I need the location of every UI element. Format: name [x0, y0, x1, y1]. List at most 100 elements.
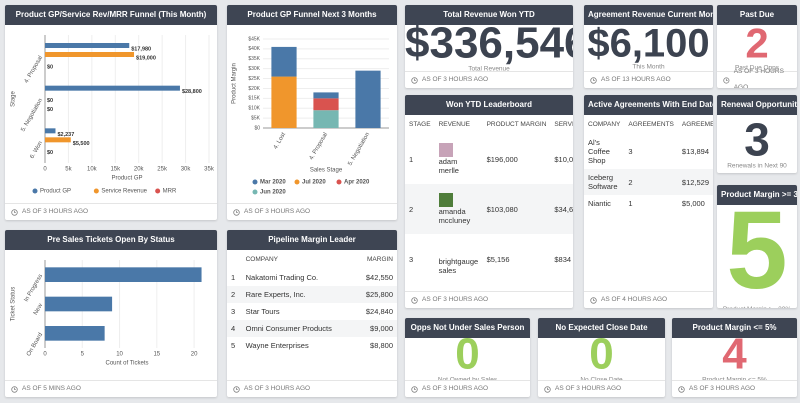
- widget-body: $0 $5K $10K $15K $20K $25K $30K $35K $40K $45K Pro…: [227, 25, 397, 203]
- x-tick-label: 20: [191, 352, 198, 358]
- table-cell: 2: [227, 286, 242, 303]
- kpi-subtitle: Product Margin >= 30%: [717, 306, 797, 308]
- bar: [45, 296, 113, 312]
- clock-hands: [414, 78, 416, 81]
- cell-text: amanda mccluney: [438, 207, 471, 225]
- footer-text: AS OF 3 HOURS AGO: [422, 296, 489, 303]
- y-axis-label: Stage: [11, 91, 17, 107]
- column-header: PRODUCT MARGIN: [486, 121, 547, 128]
- cell-text: $24,840: [365, 307, 393, 316]
- x-axis-label: Sales Stage: [310, 168, 343, 174]
- table-cell: Omni Consumer Products: [241, 320, 355, 337]
- x-tick-label: 10k: [87, 167, 98, 173]
- clock-icon: [11, 385, 18, 393]
- kpi-subtitle: No Close Date: [580, 376, 623, 380]
- widget-card: Opps Not Under Sales Person 0 Not Owned by…: [405, 318, 530, 397]
- table-cell: Al's Coffee Shop: [584, 134, 624, 169]
- clock-face: [723, 76, 730, 84]
- cell-text: Niantic: [588, 199, 611, 208]
- legend-swatch: [155, 188, 161, 194]
- footer-text: AS OF 3 HOURS AGO: [422, 385, 489, 392]
- table-cell: $196,000: [483, 134, 551, 184]
- widget-card: Agreement Revenue Current Month $6,100 Thi…: [584, 5, 713, 88]
- kpi-value: $6,100: [587, 25, 710, 66]
- clock-face: [233, 385, 240, 393]
- table-cell: $42,550: [355, 269, 397, 286]
- clock-hands: [14, 387, 16, 390]
- clock-face: [11, 385, 18, 393]
- category-label: 4. Proposal: [309, 132, 329, 161]
- y-tick-label: $0: [254, 125, 260, 131]
- value-label: $0: [47, 150, 53, 156]
- table-cell: Nakatomi Trading Co.: [242, 269, 355, 286]
- x-axis-label: Product GP: [111, 176, 142, 182]
- clock-hands: [236, 210, 238, 213]
- clock-hands: [414, 298, 416, 301]
- table-cell: $25,800: [354, 286, 397, 303]
- footer-text: AS OF 3 HOURS AGO: [555, 385, 622, 392]
- widget-footer: AS OF 4 HOURS AGO: [584, 291, 713, 308]
- cell-text: Al's Coffee Shop: [588, 138, 610, 165]
- kpi-value: 2: [745, 25, 769, 67]
- x-tick-label: 5k: [65, 167, 72, 173]
- cell-text: 1: [231, 273, 236, 282]
- widget-title: Pre Sales Tickets Open By Status: [5, 230, 217, 250]
- table-cell: 4: [227, 320, 242, 337]
- widget-body: 0 5k 10k 15k 20k 25k 30k 35k Product GP Stage 4. P…: [5, 25, 217, 203]
- widget-card: Total Revenue Won YTD $336,546 Total Reven…: [405, 5, 573, 88]
- table-row: 4 Omni Consumer Products $9,000: [227, 320, 397, 337]
- widget-card: Pipeline Margin Leader COMPANY MARGIN 1 Naka…: [227, 230, 397, 397]
- cell-text: Omni Consumer Products: [245, 324, 332, 333]
- category-label: New: [33, 302, 45, 316]
- widget-body: COMPANY AGREEMENTS AGREEMENT AMOUNT Al's Co…: [584, 115, 713, 291]
- cell-text: 3: [231, 307, 236, 316]
- table-row: Al's Coffee Shop 3 $13,894: [584, 134, 713, 169]
- clock-hands: [236, 387, 238, 390]
- table-cell: 5: [227, 337, 242, 354]
- table-cell: $103,080: [482, 184, 551, 234]
- bar-segment: [355, 70, 381, 128]
- widget-card: Pre Sales Tickets Open By Status 0 5 10 15 20…: [5, 230, 217, 397]
- cell-text: $42,550: [365, 273, 393, 282]
- bar-segment: [271, 46, 297, 77]
- widget-body: COMPANY MARGIN 1 Nakatomi Trading Co. $42,55…: [227, 250, 397, 380]
- clock-face: [590, 296, 597, 304]
- cell-text: 3: [409, 254, 414, 264]
- legend-label: MRR: [163, 189, 177, 195]
- value-label: $0: [47, 107, 53, 113]
- widget-title: Agreement Revenue Current Month: [584, 5, 713, 25]
- value-label: $19,000: [136, 55, 156, 61]
- table-cell: Iceberg Software: [584, 169, 625, 195]
- widget-title: Total Revenue Won YTD: [405, 5, 573, 25]
- widget-card: Active Agreements With End Dates COMPANY A…: [584, 95, 713, 308]
- clock-icon: [678, 385, 685, 393]
- table-cell: Wayne Enterprises: [242, 337, 355, 354]
- widget-card: Product GP/Service Rev/MRR Funnel (This …: [5, 5, 217, 220]
- kpi-value: 4: [722, 338, 747, 379]
- widget-card: Product Margin <= 5% 4 Product Margin <= 5…: [672, 318, 797, 397]
- kpi-subtitle: Not Owned by Sales: [437, 376, 498, 380]
- widget-title: Opps Not Under Sales Person: [405, 318, 530, 338]
- column-header: AGREEMENT AMOUNT: [681, 121, 713, 128]
- bar: [45, 85, 180, 91]
- kpi: $6,100 This Month: [584, 25, 713, 71]
- widget-footer: AS OF 3 HOURS AGO: [405, 291, 573, 308]
- table-cell: $13,894: [678, 134, 713, 169]
- column-header: REVENUE: [438, 121, 470, 128]
- kpi: 5Product Margin >= 30%: [717, 205, 797, 308]
- category-label: On Board: [26, 332, 44, 357]
- x-tick-label: 20k: [134, 167, 145, 173]
- cell-text: $9,000: [370, 324, 393, 333]
- legend-swatch: [252, 189, 258, 195]
- x-tick-label: 5: [81, 352, 85, 358]
- column-header: AGREEMENTS: [628, 121, 674, 128]
- y-tick-label: $40K: [248, 46, 260, 52]
- footer-text: AS OF 13 HOURS AGO: [601, 76, 671, 83]
- header-row: COMPANY MARGIN: [227, 250, 397, 269]
- table-cell: 1: [227, 269, 242, 286]
- table-cell: $5,156: [483, 234, 551, 284]
- clock-hands: [681, 387, 683, 390]
- clock-hands: [547, 387, 549, 390]
- widget-body: 5Product Margin >= 30%: [717, 205, 797, 308]
- kpi-subtitle: This Month: [632, 63, 665, 71]
